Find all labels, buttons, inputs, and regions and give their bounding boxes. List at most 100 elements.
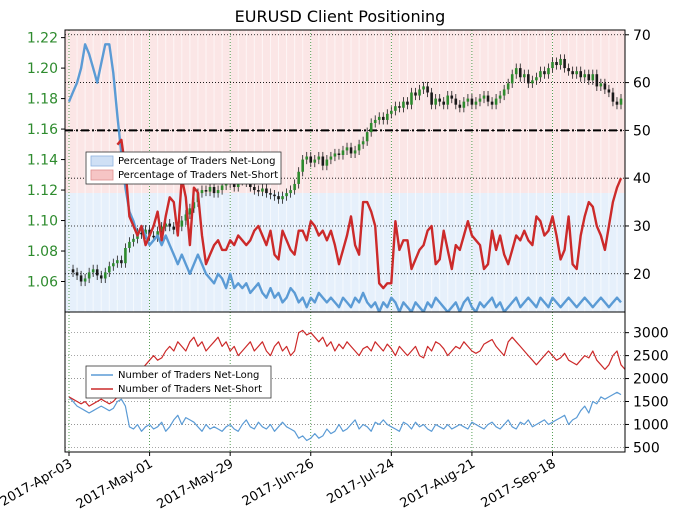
candle-body xyxy=(95,269,99,276)
candle-body xyxy=(116,260,119,264)
left-tick-label: 1.16 xyxy=(27,122,58,138)
candle-body xyxy=(587,74,591,81)
candle-body xyxy=(265,188,268,194)
right-tick-label: 20 xyxy=(633,267,651,283)
candle-body xyxy=(430,92,433,105)
candle-body xyxy=(615,101,619,105)
candle-body xyxy=(414,92,417,96)
candle-body xyxy=(180,220,184,227)
candle-body xyxy=(253,187,256,191)
candle-body xyxy=(257,190,260,192)
candle-body xyxy=(462,101,466,108)
series-pct-net-short xyxy=(116,138,623,290)
net-long-band xyxy=(65,193,625,312)
candle-body xyxy=(539,71,542,78)
right-tick-label: 70 xyxy=(633,28,651,44)
candle-body xyxy=(160,226,163,232)
candle-body xyxy=(321,156,325,166)
candle-body xyxy=(204,190,208,192)
left-tick-label: 1.22 xyxy=(27,31,58,47)
candle-body xyxy=(285,193,288,197)
candle-body xyxy=(474,101,478,105)
candle-body xyxy=(87,272,91,279)
candle-body xyxy=(442,101,446,105)
legend-net-short-label: Percentage of Traders Net-Short xyxy=(118,170,278,181)
candle-body xyxy=(120,260,123,264)
candle-body xyxy=(132,238,135,242)
candle-body xyxy=(458,104,462,108)
right-tick-label: 50 xyxy=(633,123,651,139)
series-count-net-long xyxy=(68,391,622,442)
bottom-right-tick-label: 1500 xyxy=(633,395,669,411)
candle-body xyxy=(156,231,159,238)
candle-body xyxy=(434,98,437,105)
candle-body xyxy=(559,58,562,66)
candle-body xyxy=(418,89,421,96)
candle-body xyxy=(188,208,192,215)
candle-body xyxy=(317,156,321,160)
candle-body xyxy=(128,241,131,248)
right-tick-label: 30 xyxy=(633,219,651,235)
bottom-right-tick-label: 2000 xyxy=(633,372,669,388)
candle-body xyxy=(599,83,603,87)
candle-body xyxy=(502,89,506,96)
candle-body xyxy=(522,74,526,78)
candle-body xyxy=(337,153,341,155)
candle-body xyxy=(273,194,276,197)
candle-body xyxy=(494,98,498,105)
candle-body xyxy=(349,147,353,154)
legend-net-long-swatch xyxy=(90,155,114,167)
candle-body xyxy=(83,278,87,282)
legend-bottom: Number of Traders Net-Long Number of Tra… xyxy=(85,365,272,399)
candle-body xyxy=(212,187,216,194)
candle-body xyxy=(297,171,300,184)
left-tick-label: 1.20 xyxy=(27,61,58,77)
candle-body xyxy=(313,159,317,163)
candle-body xyxy=(261,188,264,192)
candle-body xyxy=(369,122,373,133)
candle-body xyxy=(470,98,474,105)
candle-body xyxy=(208,187,212,192)
candle-body xyxy=(357,144,361,151)
candle-body xyxy=(454,98,458,105)
candle-body xyxy=(140,232,143,235)
legend-count-long-label: Number of Traders Net-Long xyxy=(118,370,259,381)
candle-body xyxy=(595,74,599,87)
candle-body xyxy=(394,106,397,111)
candle-body xyxy=(607,89,611,93)
candle-body xyxy=(490,101,494,105)
candle-body xyxy=(518,68,522,78)
candle-body xyxy=(325,159,329,166)
candle-body xyxy=(402,101,405,108)
candle-body xyxy=(91,269,95,273)
candle-body xyxy=(353,150,357,154)
x-tick-label: 2017-Apr-03 xyxy=(0,456,75,509)
legend-net-short-swatch xyxy=(90,169,114,181)
candle-body xyxy=(579,71,583,78)
candle-body xyxy=(361,141,365,145)
series-pct-net-long xyxy=(67,43,622,312)
candle-body xyxy=(192,202,196,209)
candle-body xyxy=(450,95,454,99)
candle-body xyxy=(75,272,79,276)
candle-body xyxy=(406,101,409,105)
candle-body xyxy=(619,98,623,105)
bottom-right-tick-label: 3000 xyxy=(633,326,669,342)
candle-body xyxy=(547,68,550,75)
candle-body xyxy=(438,98,441,102)
candle-body xyxy=(112,263,115,267)
candle-body xyxy=(329,156,333,160)
candle-body xyxy=(603,83,607,90)
candle-body xyxy=(510,74,514,84)
candle-body xyxy=(200,190,204,194)
candle-body xyxy=(99,275,103,279)
candle-body xyxy=(172,226,176,230)
candle-body xyxy=(168,223,172,227)
candle-body xyxy=(390,110,393,114)
x-tick-label: 2017-Jun-26 xyxy=(240,456,317,509)
x-tick-label: 2017-Aug-21 xyxy=(398,456,478,511)
candle-body xyxy=(309,156,313,163)
candle-body xyxy=(410,92,413,105)
candle-body xyxy=(216,190,220,194)
